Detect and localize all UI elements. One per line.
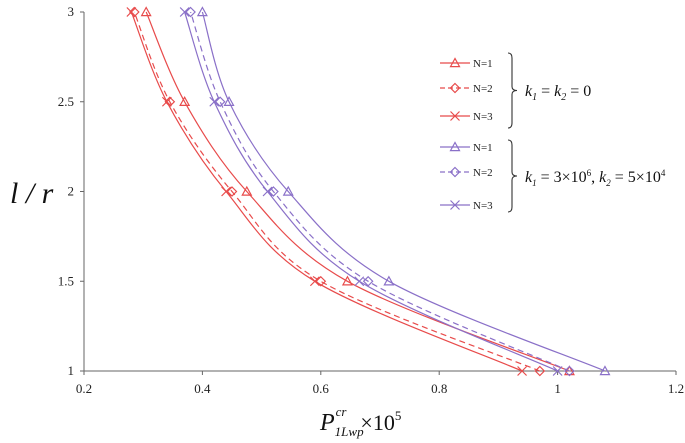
series-line xyxy=(190,11,570,372)
data-point xyxy=(140,6,152,17)
data-point xyxy=(196,6,208,17)
axes: 0.2 0.4 0.6 0.8 1 1.2 1 1.5 2 2.5 3 xyxy=(58,4,684,396)
legend-label: N=3 xyxy=(473,111,493,123)
x-axis-label-main: P xyxy=(319,410,335,436)
legend-label: N=1 xyxy=(473,142,493,154)
data-point xyxy=(268,186,279,197)
data-point xyxy=(179,7,190,17)
data-point xyxy=(214,96,226,108)
series-3 xyxy=(126,7,528,376)
group-label-1: k1 = k2 = 0 xyxy=(525,83,591,103)
data-point xyxy=(341,275,353,286)
legend-group-1: k1 = k2 = 0 xyxy=(507,52,591,129)
data-point xyxy=(221,186,232,197)
legend-marker xyxy=(450,200,460,210)
legend-item: N=3 xyxy=(440,111,493,123)
data-point xyxy=(161,96,172,107)
series-line xyxy=(184,11,558,372)
data-point xyxy=(126,7,137,17)
series-line xyxy=(133,11,541,372)
series-line xyxy=(130,11,523,372)
data-point xyxy=(362,275,374,287)
legend-item: N=2 xyxy=(440,166,493,179)
data-point xyxy=(241,185,253,196)
x-tick-label: 0.4 xyxy=(194,381,211,396)
x-tick-label: 1 xyxy=(554,381,561,396)
x-tick-label: 0.6 xyxy=(313,381,330,396)
series-layer xyxy=(126,6,611,377)
series-line xyxy=(145,11,570,372)
data-point xyxy=(315,275,327,287)
data-point xyxy=(354,276,365,287)
legend-marker xyxy=(449,166,461,178)
legend-marker xyxy=(449,57,461,68)
data-point xyxy=(185,6,196,18)
x-axis-label-sup: cr xyxy=(336,404,348,419)
y-tick-label: 1.5 xyxy=(58,273,74,288)
x-axis-label-exp: 5 xyxy=(395,408,402,423)
x-tick-label: 1.2 xyxy=(668,381,684,396)
legend-label: N=2 xyxy=(473,83,493,95)
data-point xyxy=(223,96,235,106)
group-bracket xyxy=(507,139,518,213)
legend-item: N=1 xyxy=(440,141,493,154)
y-tick-label: 1 xyxy=(68,363,75,378)
x-axis-label-tail: ×10 xyxy=(360,410,394,435)
data-point xyxy=(282,185,294,196)
data-point xyxy=(383,275,395,286)
data-point xyxy=(262,186,273,197)
legend: N=1 N=2 N=3 N=1 N=2 N=3 k1 = k2 = 0 k1 = 3×106,… xyxy=(440,52,666,213)
y-tick-label: 2.5 xyxy=(58,94,74,109)
series-2 xyxy=(128,6,546,377)
legend-item: N=3 xyxy=(440,200,493,212)
group-label-2: k1 = 3×106, k2 = 5×104 xyxy=(525,168,666,188)
data-point xyxy=(599,365,611,376)
x-axis-label: P1Lwp cr ×105 xyxy=(319,404,401,439)
y-tick-label: 3 xyxy=(68,4,75,19)
legend-label: N=2 xyxy=(473,167,493,179)
series-line xyxy=(201,11,606,372)
data-point xyxy=(564,365,575,377)
legend-label: N=3 xyxy=(473,200,493,212)
y-axis-label: l / r xyxy=(10,177,54,210)
x-tick-label: 0.8 xyxy=(431,381,447,396)
y-tick-label: 2 xyxy=(68,184,75,199)
legend-item: N=2 xyxy=(440,82,493,95)
data-point xyxy=(309,276,320,287)
x-axis-label-sub: 1Lwp xyxy=(335,424,364,439)
data-point xyxy=(226,186,238,197)
legend-label: N=1 xyxy=(473,58,493,70)
series-6 xyxy=(179,7,563,376)
data-point xyxy=(179,96,191,106)
data-point xyxy=(534,365,546,377)
series-5 xyxy=(185,6,575,377)
legend-marker xyxy=(449,141,461,152)
legend-group-2: k1 = 3×106, k2 = 5×104 xyxy=(507,139,666,213)
series-1 xyxy=(140,6,575,376)
x-tick-label: 0.2 xyxy=(76,381,92,396)
data-point xyxy=(209,96,220,107)
group-bracket xyxy=(507,52,518,129)
data-point xyxy=(517,366,528,376)
legend-marker xyxy=(449,82,461,94)
legend-marker xyxy=(450,111,460,121)
data-point xyxy=(552,366,563,376)
data-point xyxy=(128,6,140,18)
series-4 xyxy=(196,6,611,376)
legend-item: N=1 xyxy=(440,57,493,70)
